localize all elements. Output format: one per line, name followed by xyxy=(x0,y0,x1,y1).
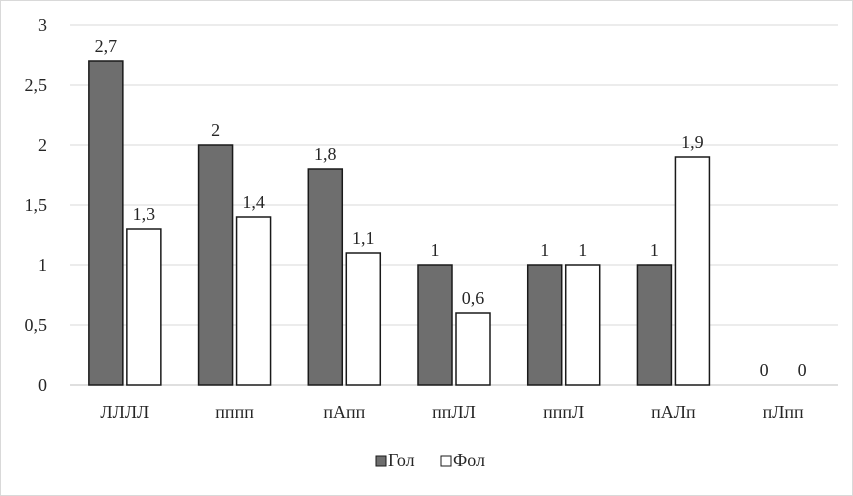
x-tick-label: пппЛ xyxy=(543,402,584,422)
data-label: 1 xyxy=(650,240,659,260)
y-tick-label: 2 xyxy=(38,135,47,155)
y-tick-label: 0,5 xyxy=(25,315,48,335)
data-label: 1,9 xyxy=(681,132,704,152)
data-label: 2,7 xyxy=(95,36,118,56)
bar-gol xyxy=(197,144,234,386)
bar-fol xyxy=(235,216,272,386)
bar-fol xyxy=(564,264,601,386)
data-label: 0 xyxy=(798,360,807,380)
data-label: 1,8 xyxy=(314,144,337,164)
x-tick-label: пЛпп xyxy=(763,402,804,422)
x-tick-label: ппЛЛ xyxy=(432,402,476,422)
data-label: 1 xyxy=(578,240,587,260)
data-label: 2 xyxy=(211,120,220,140)
y-tick-label: 3 xyxy=(38,15,47,35)
bar-gol xyxy=(636,264,673,386)
legend-swatch-gol xyxy=(375,455,387,467)
x-tick-label: пппп xyxy=(215,402,254,422)
legend-label-fol: Фол xyxy=(453,450,485,470)
x-tick-label: пАпп xyxy=(323,402,365,422)
data-label: 1 xyxy=(540,240,549,260)
y-tick-label: 0 xyxy=(38,375,47,395)
data-label: 1,4 xyxy=(242,192,265,212)
bar-fol xyxy=(345,252,382,386)
bar-gol xyxy=(417,264,453,386)
x-tick-label: ЛЛЛЛ xyxy=(100,402,149,422)
bar-fol xyxy=(674,156,711,386)
data-label: 0,6 xyxy=(462,288,485,308)
y-tick-label: 2,5 xyxy=(25,75,48,95)
legend-swatch-fol xyxy=(440,455,452,467)
y-tick-label: 1,5 xyxy=(25,195,48,215)
bar-gol xyxy=(526,264,563,386)
bar-fol xyxy=(455,312,491,386)
legend-label-gol: Гол xyxy=(388,450,415,470)
bar-gol xyxy=(88,60,124,386)
data-label: 1,3 xyxy=(133,204,156,224)
y-tick-label: 1 xyxy=(38,255,47,275)
data-label: 0 xyxy=(760,360,769,380)
x-tick-label: пАЛп xyxy=(651,402,696,422)
bar-fol xyxy=(126,228,162,386)
bar-gol xyxy=(307,168,344,386)
data-label: 1,1 xyxy=(352,228,375,248)
data-label: 1 xyxy=(431,240,440,260)
